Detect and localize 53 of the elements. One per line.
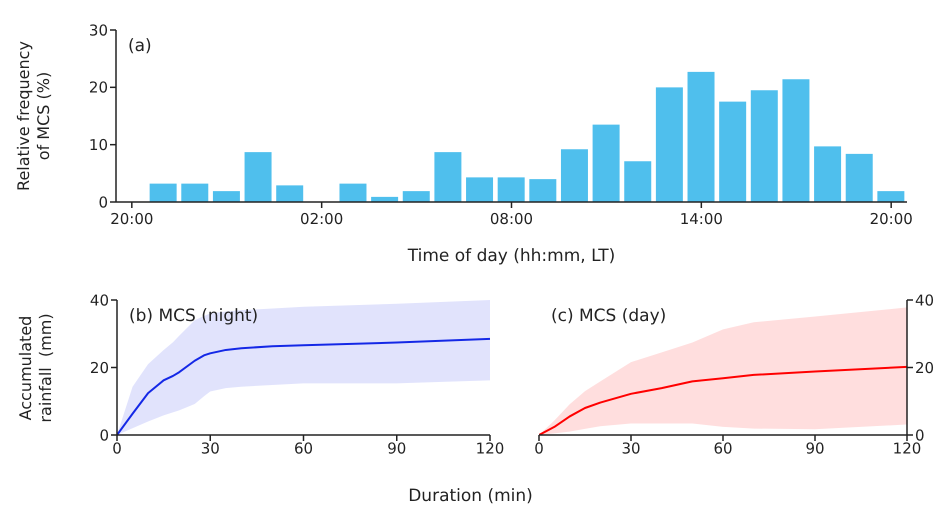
bar bbox=[814, 146, 842, 202]
bar bbox=[782, 79, 810, 202]
x-axis-title: Duration (min) bbox=[407, 486, 534, 506]
bar bbox=[877, 191, 904, 202]
bar bbox=[688, 72, 715, 202]
y2-tick-label: 20 bbox=[915, 358, 934, 377]
y-axis-title: Accumulated rainfall (mm) bbox=[16, 312, 56, 422]
y-tick-label: 10 bbox=[88, 136, 108, 154]
bar bbox=[592, 124, 620, 202]
x-tick-label: 120 bbox=[892, 440, 922, 458]
y-tick-label: 20 bbox=[88, 78, 108, 97]
y2-tick-label: 40 bbox=[915, 291, 934, 310]
x-tick-label: 90 bbox=[387, 440, 406, 458]
chart-title: (c) MCS (day) bbox=[551, 306, 666, 326]
bar bbox=[402, 191, 430, 202]
x-tick-label: 30 bbox=[621, 440, 641, 458]
bar bbox=[529, 179, 556, 202]
bar bbox=[434, 152, 462, 202]
x-tick-label: 20:00 bbox=[870, 210, 913, 228]
y-tick-label: 0 bbox=[99, 426, 109, 444]
x-tick-label: 60 bbox=[294, 440, 314, 458]
bar bbox=[750, 90, 778, 202]
bar bbox=[339, 184, 366, 202]
bar bbox=[244, 152, 272, 202]
y-axis-title: Relative frequency of MCS (%) bbox=[14, 40, 54, 193]
x-tick-label: 60 bbox=[713, 440, 733, 458]
x-axis-title: Time of day (hh:mm, LT) bbox=[406, 246, 616, 266]
x-tick-label: 120 bbox=[476, 440, 504, 458]
bar bbox=[656, 87, 683, 202]
y-tick-label: 30 bbox=[88, 21, 108, 40]
x-tick-label: 0 bbox=[534, 440, 544, 458]
x-tick-label: 08:00 bbox=[490, 210, 534, 228]
chart-title: (a) bbox=[128, 36, 152, 56]
y-tick-label: 40 bbox=[90, 291, 109, 310]
x-tick-label: 20:00 bbox=[110, 210, 154, 228]
chart-title: (b) MCS (night) bbox=[129, 306, 258, 326]
x-tick-label: 90 bbox=[805, 440, 825, 458]
bar bbox=[498, 177, 525, 202]
bar bbox=[276, 185, 304, 202]
bar bbox=[466, 177, 494, 202]
bar bbox=[181, 184, 208, 202]
x-tick-label: 30 bbox=[200, 440, 220, 458]
x-tick-label: 02:00 bbox=[300, 210, 344, 228]
bar bbox=[846, 154, 873, 202]
bar bbox=[150, 184, 177, 202]
y-tick-label: 20 bbox=[90, 358, 109, 377]
bar bbox=[212, 191, 240, 202]
bar bbox=[624, 161, 652, 202]
x-tick-label: 0 bbox=[112, 440, 122, 458]
y-tick-label: 0 bbox=[98, 193, 108, 212]
x-tick-label: 14:00 bbox=[680, 210, 723, 228]
bar bbox=[719, 102, 746, 202]
bar bbox=[560, 149, 588, 202]
